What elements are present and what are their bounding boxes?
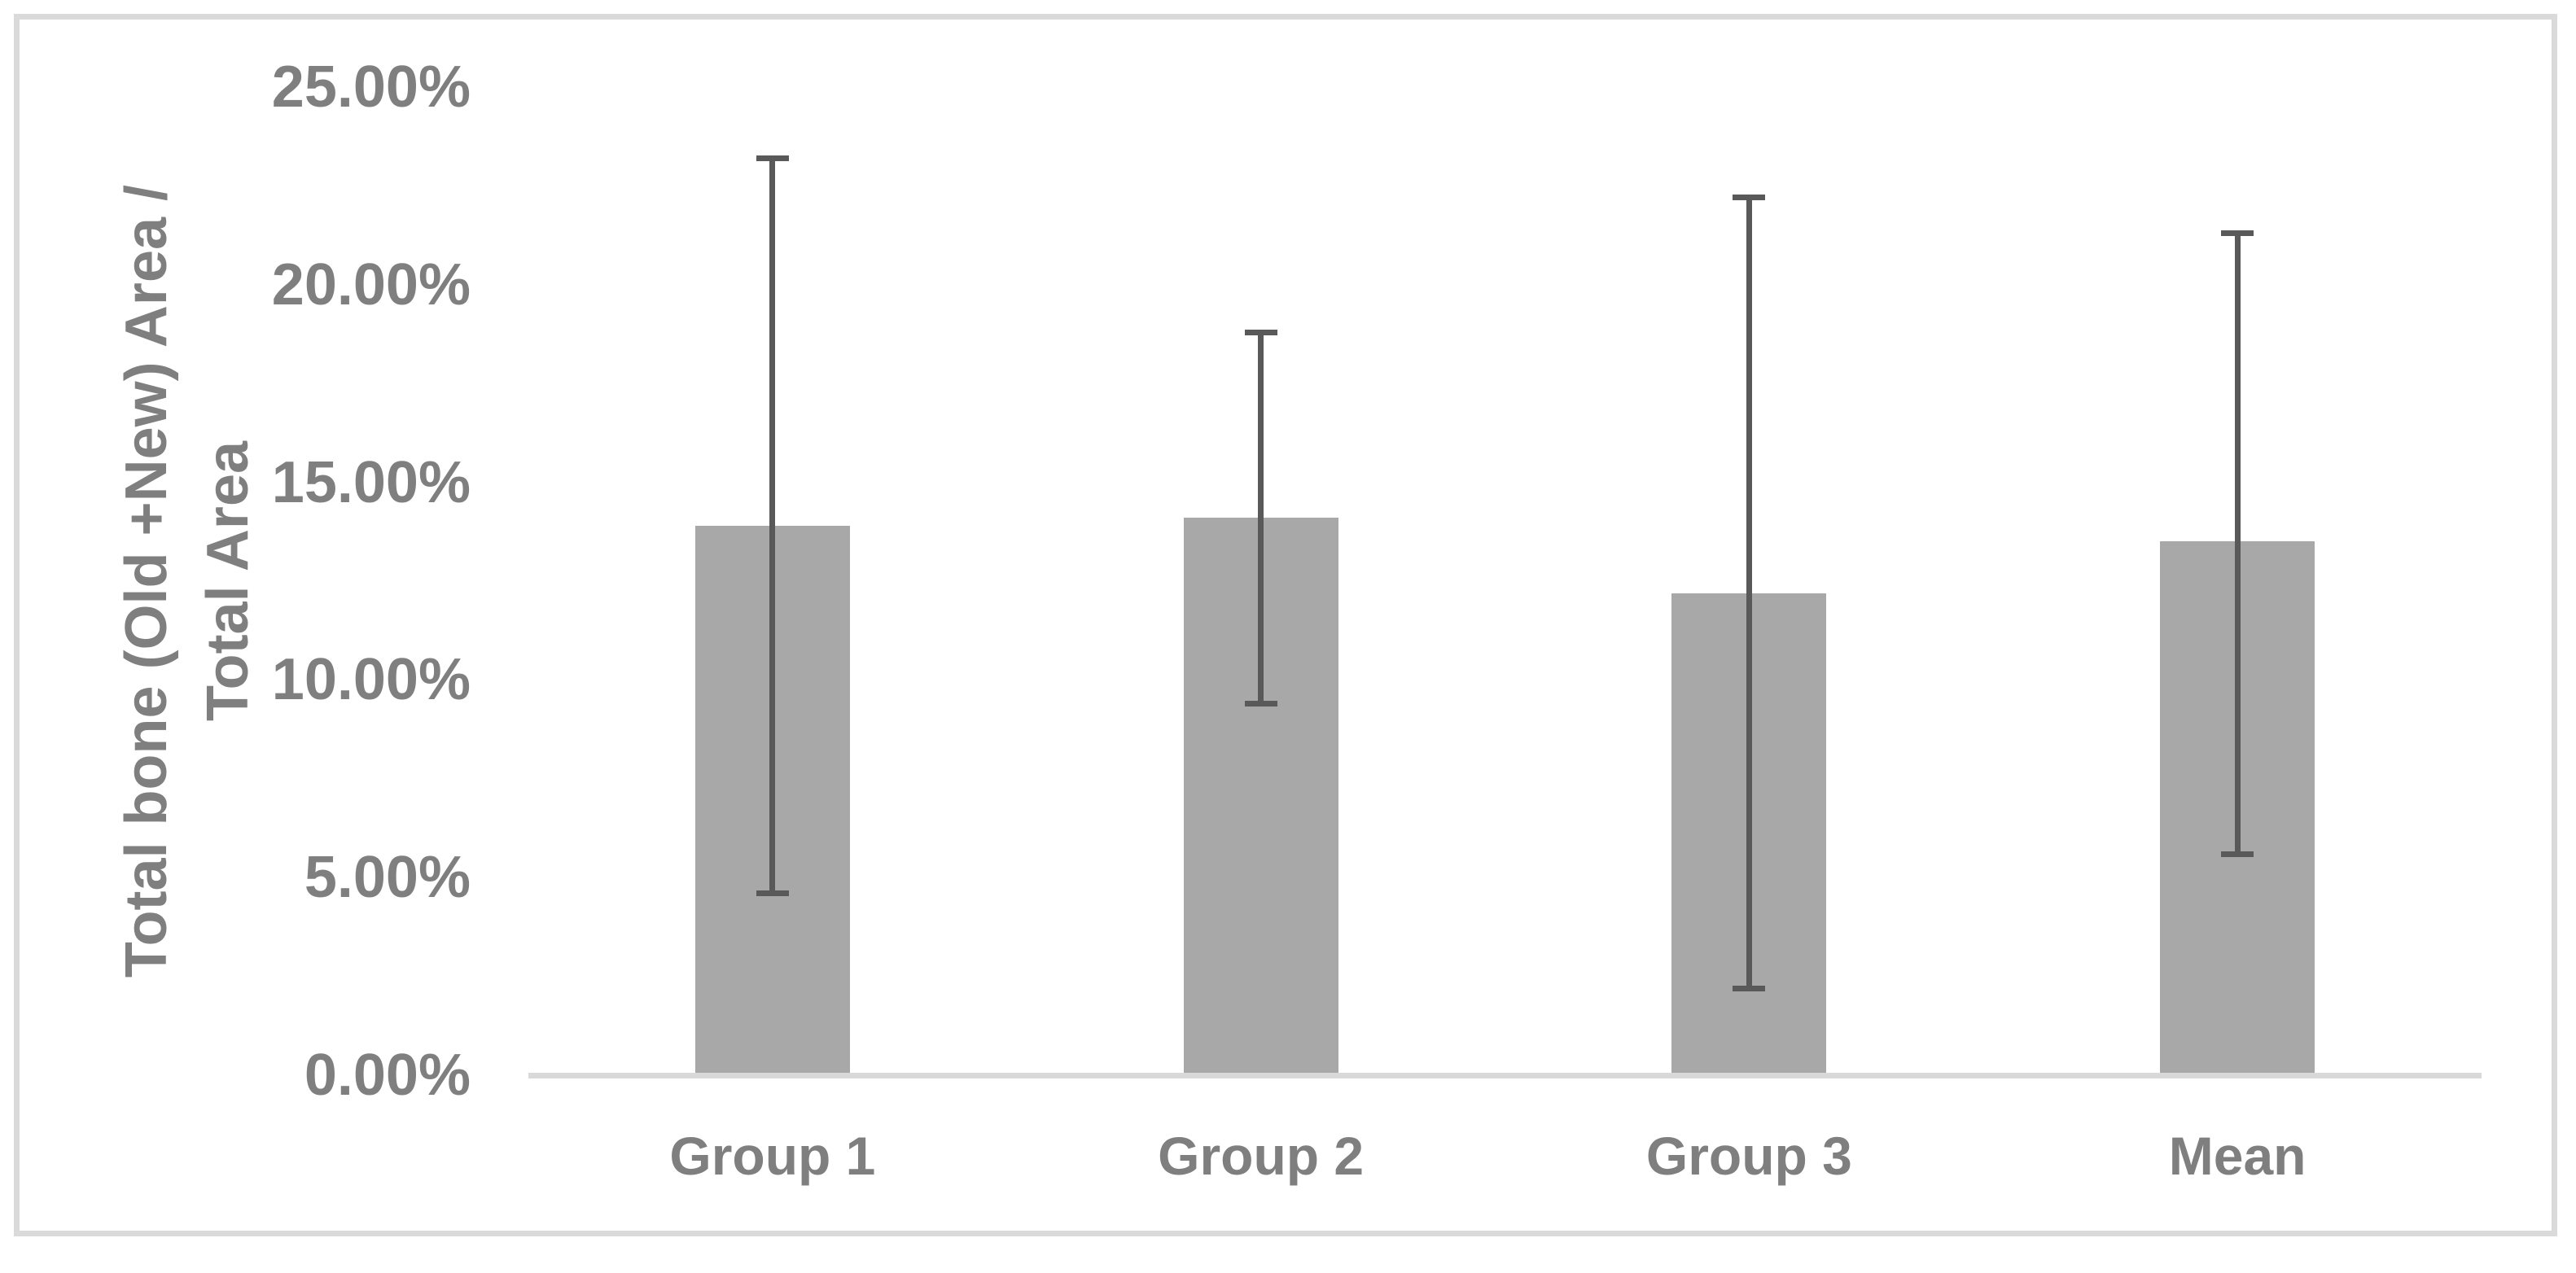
y-tick-label: 10.00% [271,647,471,713]
error-bar-cap-top [1244,329,1277,335]
category-label-group-1: Group 1 [669,1126,876,1186]
category-label-group-3: Group 3 [1645,1126,1852,1186]
y-tick-label: 20.00% [271,252,471,317]
category-label-mean: Mean [2168,1126,2307,1186]
error-bar-line [1258,332,1264,704]
y-tick-label: 15.00% [271,449,471,515]
error-bar-cap-bottom [2221,851,2254,857]
error-bar-line [1746,197,1752,989]
error-bar-cap-top [2221,230,2254,237]
error-bar-line [769,158,776,894]
error-bar-cap-bottom [1733,985,1766,991]
error-bar-cap-bottom [1244,701,1277,707]
y-tick-label: 5.00% [304,845,471,911]
error-bar-cap-top [756,155,789,161]
y-tick-label: 0.00% [304,1043,471,1108]
error-bar-cap-top [1733,195,1766,201]
chart-border [14,14,2557,1236]
y-tick-label: 25.00% [271,55,471,120]
x-axis-line [528,1073,2482,1078]
error-bar-cap-bottom [756,890,789,897]
category-label-group-2: Group 2 [1158,1126,1365,1186]
error-bar-line [2234,233,2241,855]
